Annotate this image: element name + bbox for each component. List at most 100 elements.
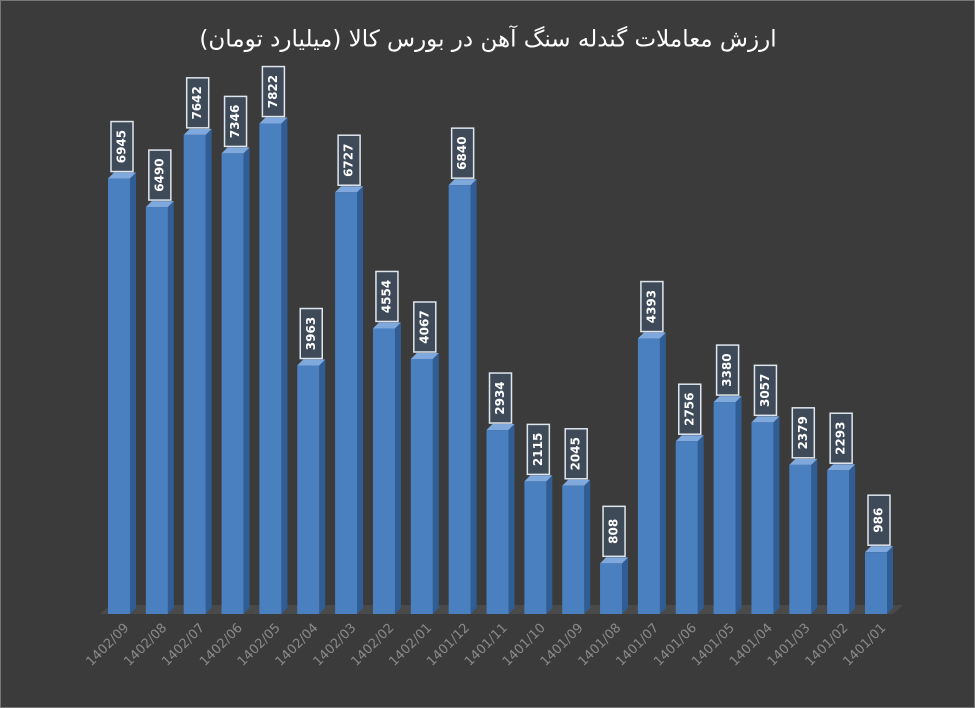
bar xyxy=(259,123,282,614)
bar-side xyxy=(357,186,364,614)
bar xyxy=(335,192,358,614)
bar-side xyxy=(130,172,136,614)
value-label: 4554 xyxy=(379,280,393,313)
value-label-box xyxy=(753,364,778,417)
value-label: 7346 xyxy=(228,105,242,138)
bar-top xyxy=(410,352,439,359)
bar xyxy=(372,328,395,614)
bar xyxy=(865,552,887,614)
value-label: 808 xyxy=(607,519,621,544)
bar xyxy=(562,485,585,614)
bar-side xyxy=(811,458,818,614)
bar-top xyxy=(827,464,856,471)
value-label: 3380 xyxy=(720,353,734,386)
value-label: 6840 xyxy=(455,136,469,169)
bar-top xyxy=(713,396,742,403)
bar-top xyxy=(600,557,629,564)
value-label-box xyxy=(715,344,740,396)
bar-side xyxy=(735,396,742,614)
bar xyxy=(108,178,130,614)
bar-top xyxy=(562,479,591,486)
bar-top xyxy=(865,546,893,553)
value-label: 6490 xyxy=(152,158,166,191)
bar xyxy=(600,563,623,614)
bar-side xyxy=(697,435,704,614)
value-label: 4393 xyxy=(644,290,658,323)
bar-top xyxy=(789,458,818,465)
value-label-box xyxy=(488,372,513,424)
bar-side xyxy=(319,359,326,614)
value-label: 7822 xyxy=(266,75,280,108)
value-label-box xyxy=(450,127,475,179)
value-label: 2045 xyxy=(569,437,583,470)
value-label-box xyxy=(223,95,248,148)
bar xyxy=(713,402,736,614)
bar xyxy=(751,422,774,614)
bar xyxy=(486,430,509,614)
bar-side xyxy=(432,352,439,614)
bar xyxy=(789,464,812,614)
value-label-box xyxy=(526,423,551,476)
value-label: 2115 xyxy=(531,433,545,466)
bar-side xyxy=(508,424,515,614)
bar xyxy=(183,134,206,614)
bar-top xyxy=(183,128,212,135)
value-label: 6727 xyxy=(342,144,356,177)
bar-top xyxy=(448,179,477,186)
value-label-box xyxy=(791,407,816,459)
bar-side xyxy=(584,479,591,614)
value-label-box xyxy=(602,505,626,558)
value-label-box xyxy=(413,301,437,353)
value-label-box xyxy=(148,149,172,201)
value-label-box xyxy=(299,307,323,360)
bar-top xyxy=(524,475,553,482)
value-label-box xyxy=(867,494,891,546)
bar xyxy=(297,365,320,614)
value-label: 2379 xyxy=(796,416,810,449)
chart-title: ارزش معاملات گندله سنگ آهن در بورس کالا … xyxy=(199,25,776,53)
bar-top xyxy=(259,117,288,124)
bar-side xyxy=(849,464,856,614)
bar-top xyxy=(372,322,401,329)
bar-side xyxy=(167,201,174,614)
bar-side xyxy=(281,117,288,614)
value-label: 2934 xyxy=(493,381,507,414)
bar xyxy=(410,358,433,614)
bar xyxy=(221,153,244,614)
value-label-box xyxy=(337,134,361,186)
value-label-box xyxy=(110,120,134,173)
bar xyxy=(827,470,850,614)
value-label-box xyxy=(678,383,702,435)
bar-side xyxy=(394,322,401,614)
bar-side xyxy=(773,416,780,614)
value-label: 2293 xyxy=(834,422,848,455)
value-label: 3057 xyxy=(758,374,772,407)
value-label-box xyxy=(185,77,210,129)
value-label-box xyxy=(375,270,399,323)
bar-top xyxy=(751,416,780,423)
bar-top xyxy=(637,332,666,339)
bar-side xyxy=(546,475,553,614)
value-label-box xyxy=(261,65,286,118)
value-label: 6945 xyxy=(115,130,129,163)
bar-top xyxy=(221,147,250,154)
value-label: 986 xyxy=(872,508,886,533)
value-label: 2756 xyxy=(682,392,696,425)
bar-side xyxy=(622,557,629,614)
value-label: 3963 xyxy=(304,317,318,350)
bar-side xyxy=(243,147,250,614)
value-label: 4067 xyxy=(417,310,431,343)
bar-side xyxy=(205,128,212,614)
bar-top xyxy=(108,172,136,179)
value-label: 7642 xyxy=(190,86,204,119)
bar xyxy=(637,338,660,614)
bar xyxy=(145,207,168,614)
bar xyxy=(675,441,698,614)
bar-side xyxy=(887,546,893,614)
bar-side xyxy=(470,179,477,614)
bar-top xyxy=(486,424,515,431)
bar-top xyxy=(335,186,364,193)
value-label-box xyxy=(829,412,853,464)
bar-top xyxy=(297,359,326,366)
